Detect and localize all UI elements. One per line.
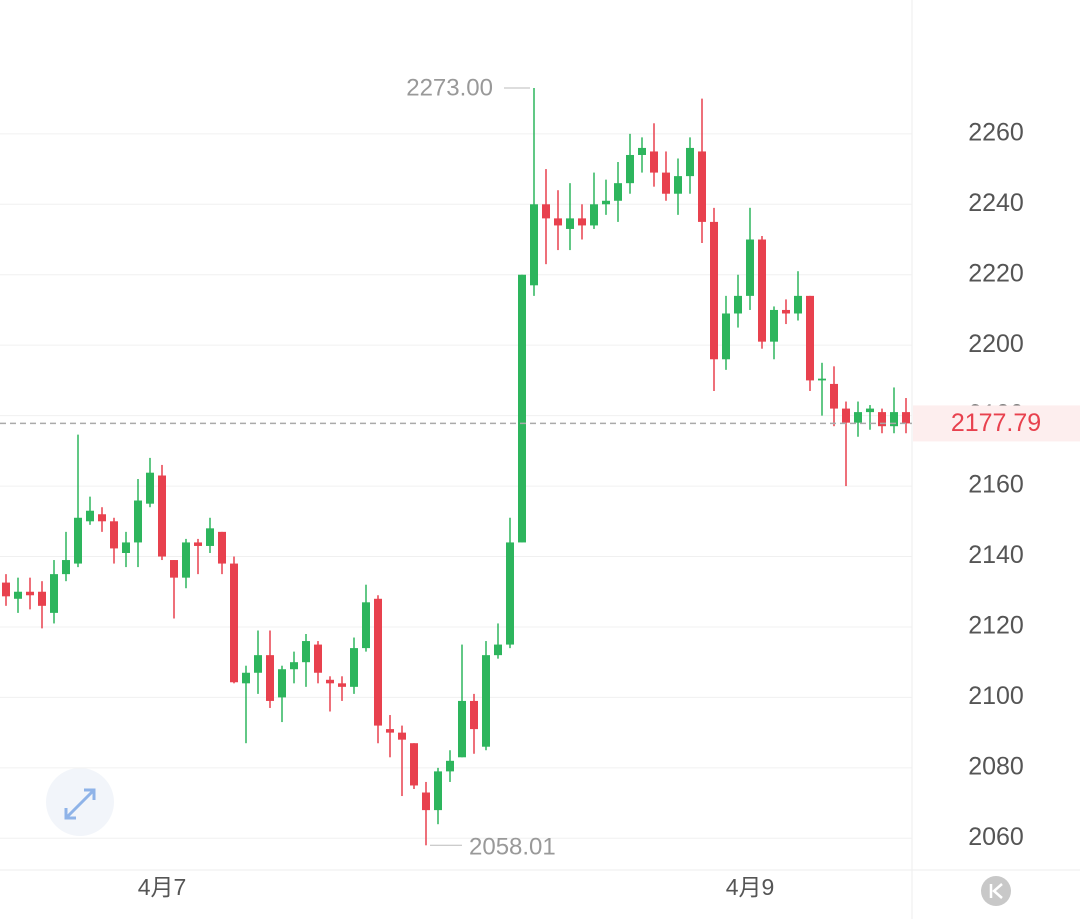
candle-body	[362, 602, 370, 649]
candle-body	[626, 154, 634, 184]
y-tick-label: 2080	[968, 752, 1024, 780]
candle-body	[866, 408, 874, 413]
candle-body	[590, 204, 598, 226]
candle-body	[254, 655, 262, 673]
candle-body	[518, 274, 526, 543]
candle-body	[50, 574, 58, 613]
candle-body	[266, 655, 274, 701]
candle-body	[158, 475, 166, 557]
candle-body	[434, 771, 442, 811]
candle-body	[14, 591, 22, 599]
y-tick-label: 2140	[968, 541, 1024, 569]
candle-body	[674, 176, 682, 194]
candle-body	[86, 510, 94, 522]
candle-body	[38, 591, 46, 606]
candle-body	[854, 412, 862, 423]
candle-body	[182, 542, 190, 578]
candle-body	[170, 560, 178, 578]
candle-body	[386, 729, 394, 733]
candle-body	[506, 542, 514, 645]
candle-body	[110, 521, 118, 549]
candle-body	[2, 582, 10, 597]
y-tick-label: 2240	[968, 189, 1024, 217]
candle-body	[62, 560, 70, 575]
candle-body	[482, 655, 490, 747]
candle-body	[374, 598, 382, 726]
candle-body	[890, 412, 898, 427]
candle-body	[218, 531, 226, 564]
candle-body	[542, 204, 550, 219]
candle-body	[74, 517, 82, 564]
candle-body	[458, 700, 466, 758]
candle-body	[614, 183, 622, 201]
candle-body	[146, 472, 154, 504]
y-tick-label: 2100	[968, 682, 1024, 710]
candle-body	[338, 683, 346, 687]
candle-body	[698, 151, 706, 222]
expand-button[interactable]	[46, 768, 114, 836]
y-tick-label: 2160	[968, 471, 1024, 499]
candle-body	[662, 172, 670, 194]
candle-body	[230, 563, 238, 683]
candle-body	[134, 500, 142, 543]
candle-body	[746, 239, 754, 296]
candle-body	[806, 295, 814, 381]
candle-body	[350, 648, 358, 687]
candle-body	[398, 732, 406, 740]
candle-body	[122, 542, 130, 553]
candle-body	[902, 412, 910, 424]
x-tick-label: 4月9	[726, 874, 775, 900]
candle-body	[242, 672, 250, 684]
candle-body	[494, 644, 502, 656]
min-label: 2058.01	[469, 834, 556, 861]
candle-body	[302, 641, 310, 663]
candle-body	[446, 760, 454, 772]
candle-body	[782, 309, 790, 314]
y-tick-label: 2200	[968, 330, 1024, 358]
candle-body	[758, 239, 766, 342]
candle-body	[206, 528, 214, 546]
candle-body	[422, 792, 430, 811]
y-tick-label: 2220	[968, 259, 1024, 287]
expand-icon	[64, 788, 96, 820]
candle-body	[722, 313, 730, 360]
candle-body	[410, 743, 418, 786]
y-tick-label: 2260	[968, 118, 1024, 146]
candle-body	[818, 378, 826, 381]
candle-body	[566, 218, 574, 229]
candle-body	[686, 147, 694, 177]
candle-body	[602, 200, 610, 205]
k-button-bg[interactable]	[981, 876, 1011, 906]
candle-body	[314, 644, 322, 673]
candle-body	[26, 591, 34, 596]
k-button[interactable]	[981, 876, 1011, 906]
candle-body	[878, 412, 886, 427]
candle-body	[194, 542, 202, 546]
candle-body	[578, 218, 586, 226]
y-tick-label: 2120	[968, 612, 1024, 640]
max-label: 2273.00	[406, 74, 493, 101]
candle-body	[734, 295, 742, 314]
candle-body	[638, 147, 646, 155]
last-price-box	[913, 405, 1080, 442]
candle-body	[530, 204, 538, 286]
candle-body	[794, 295, 802, 314]
candle-body	[554, 218, 562, 226]
candle-body	[98, 514, 106, 522]
candle-body	[710, 221, 718, 360]
candle-body	[278, 669, 286, 698]
candle-body	[290, 662, 298, 670]
candle-body	[770, 309, 778, 342]
y-tick-label: 2060	[968, 823, 1024, 851]
x-tick-label: 4月7	[138, 874, 187, 900]
candle-body	[326, 679, 334, 684]
candle-body	[650, 151, 658, 173]
candle-body	[830, 383, 838, 409]
last-price-label: 2177.79	[951, 409, 1041, 437]
candle-body	[842, 408, 850, 423]
k-icon	[989, 883, 1003, 899]
candle-body	[470, 700, 478, 730]
